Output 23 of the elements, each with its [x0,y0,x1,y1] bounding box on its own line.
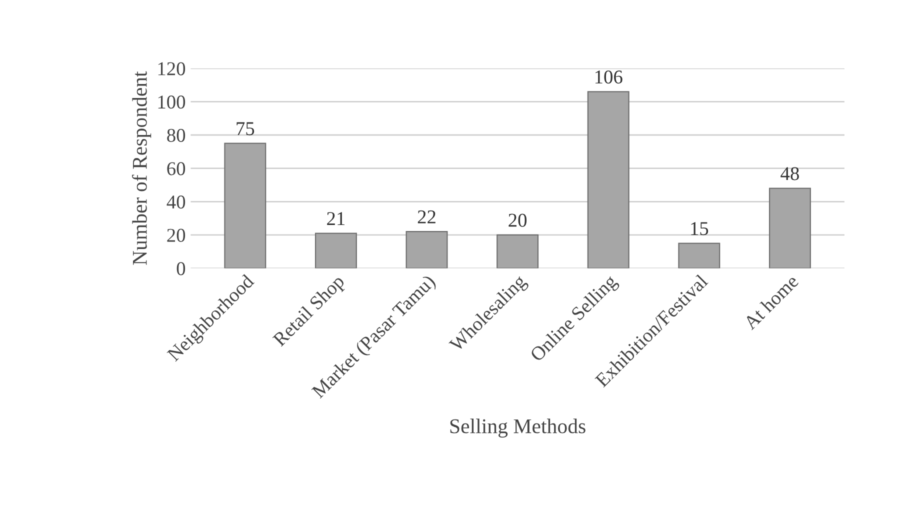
bar [678,242,720,268]
data-label: 75 [236,122,254,136]
bar [768,188,811,268]
bar [406,231,448,268]
y-tick-label: 0 [176,262,186,276]
data-label: 22 [418,210,436,224]
y-tick-label: 100 [158,96,186,109]
data-label: 106 [595,70,622,84]
y-tick-label: 80 [167,128,186,142]
y-axis-title: Number of Respondent [132,71,152,265]
y-tick-label: 40 [166,195,186,209]
bar [587,91,630,268]
y-tick-label: 60 [167,162,186,176]
data-label: 20 [508,214,527,227]
bar [314,232,357,268]
y-tick-label: 20 [167,228,186,242]
data-label: 15 [691,222,708,236]
bar [496,234,539,268]
y-tick-label: 120 [158,62,186,76]
data-label: 21 [327,212,345,225]
x-axis-title: Selling Methods [450,418,586,438]
bar [224,142,266,268]
data-label: 48 [780,167,799,180]
